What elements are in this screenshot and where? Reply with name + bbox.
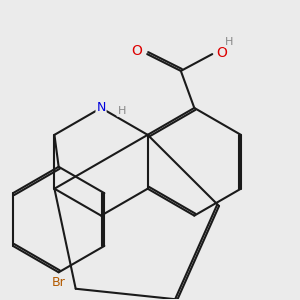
Text: N: N xyxy=(96,101,106,114)
Text: Br: Br xyxy=(52,276,65,289)
Text: O: O xyxy=(131,44,142,58)
Text: H: H xyxy=(117,106,126,116)
Text: O: O xyxy=(216,46,227,60)
Text: H: H xyxy=(225,37,234,47)
